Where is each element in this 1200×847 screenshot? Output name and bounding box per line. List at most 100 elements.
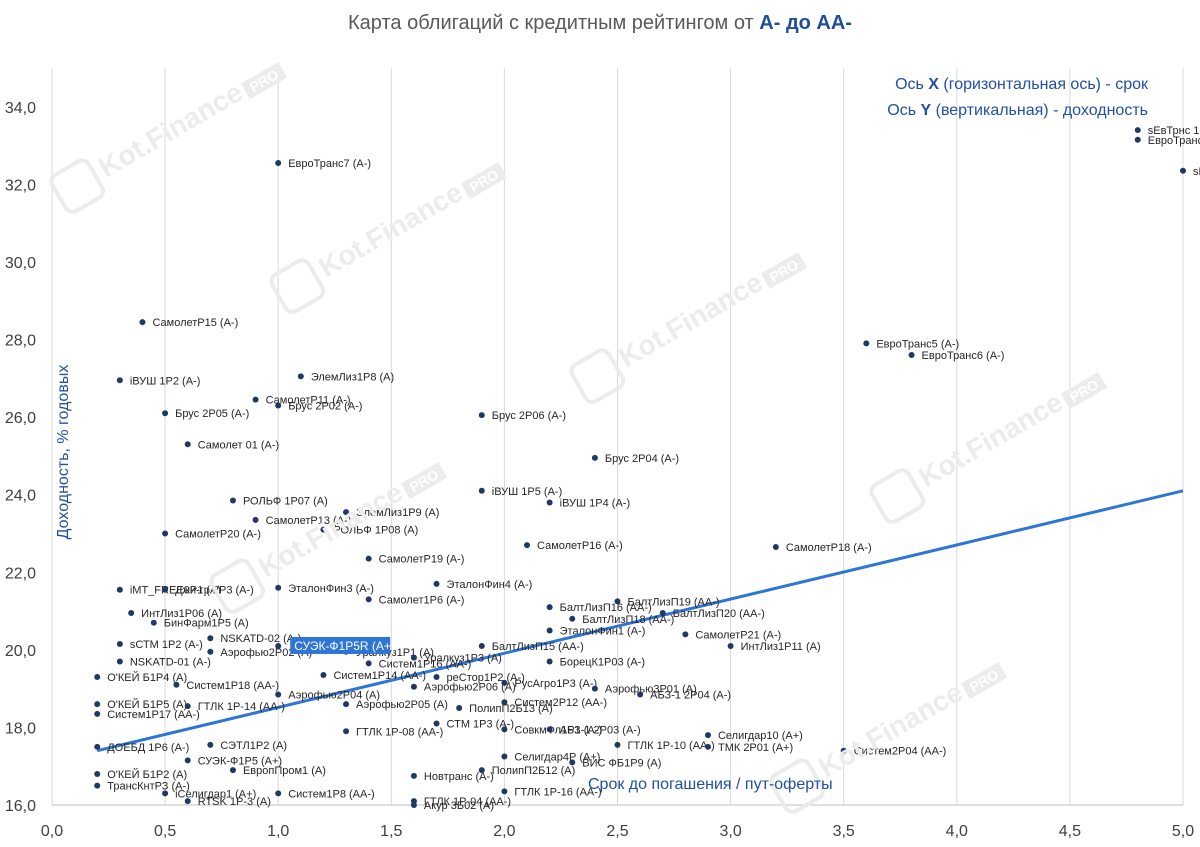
x-tick-label: 3,5 <box>833 823 855 840</box>
data-point: Брус 2Р02 (А-) <box>275 400 362 412</box>
data-point: Самолет 01 (А-) <box>184 439 279 451</box>
data-point-marker <box>116 377 123 384</box>
x-tick-label: 1,0 <box>267 823 289 840</box>
data-point-label: ЭлемЛиз1Р9 (А) <box>356 507 439 519</box>
data-point: Аэрофью3Р01 (А) <box>591 684 697 696</box>
data-point-label: iВУШ 1Р5 (А-) <box>492 486 563 498</box>
data-point-label: ЭталонФин4 (А-) <box>447 579 533 591</box>
data-point-label: СамолетР19 (А-) <box>379 554 465 566</box>
data-point: БорецК1Р03 (А-) <box>546 656 645 668</box>
data-point: ВИС ФБ1Р9 (А) <box>569 757 661 769</box>
data-point-marker <box>229 497 236 504</box>
data-point-marker <box>343 509 350 516</box>
data-point: Селигдар4Р (А+) <box>501 752 600 764</box>
data-point-label: ПолипП2Б13 (А) <box>469 703 553 715</box>
x-tick-label: 1,5 <box>380 823 402 840</box>
data-point: ПолипП2Б13 (А) <box>456 703 553 715</box>
highlight-marker <box>275 642 282 649</box>
x-tick-label: 0,0 <box>41 823 63 840</box>
data-point-label: Аэрофью2Р05 (А) <box>356 699 448 711</box>
data-point: БалтЛизП15 (АА-) <box>478 641 584 653</box>
data-point-marker <box>1180 167 1186 174</box>
y-axis-ticks: 16,0 18,0 20,0 22,0 24,0 26,0 28,0 30,0 32,0 34,0 <box>5 100 36 815</box>
x-tick-label: 4,5 <box>1059 823 1081 840</box>
data-point: ЕвроТранс9 (А-) <box>1134 135 1200 147</box>
y-tick-label: 22,0 <box>5 565 36 582</box>
data-point-marker <box>433 720 440 727</box>
data-point-marker <box>184 757 191 764</box>
data-point-label: RTSK 1Р-3 (А) <box>198 796 271 808</box>
data-point-label: ЭлемЛиз1Р8 (А) <box>311 371 394 383</box>
data-point-marker <box>478 412 485 419</box>
data-point-marker <box>252 396 259 403</box>
data-point-marker <box>275 584 282 591</box>
data-point-marker <box>840 747 847 754</box>
data-point-label: Систем1Р17 (АА-) <box>107 709 200 721</box>
data-point: Джи-гр 2Р3 (А-) <box>162 585 254 597</box>
data-point-marker <box>410 772 417 779</box>
data-point-label: iСелигдар1 (А+) <box>175 788 256 800</box>
data-point-marker <box>275 402 282 409</box>
data-point-label: sЕвТрнс 1 (А-) <box>1148 125 1200 137</box>
data-point-marker <box>365 555 372 562</box>
data-point-marker <box>116 658 123 665</box>
data-point-label: Брус 2Р06 (А-) <box>492 410 566 422</box>
data-point-marker <box>501 699 508 706</box>
data-point-label: АБЗ-1 2Р03 (А-) <box>560 724 641 736</box>
data-point: СУЭК-Ф1Р5 (А+) <box>184 755 282 767</box>
data-point-label: РусАгро1Р3 (А-) <box>514 678 597 690</box>
data-point-label: Новтранс (А-) <box>424 771 494 783</box>
highlight-label: СУЭК-Ф1Р5R (А+) <box>294 639 395 653</box>
data-point-marker <box>94 673 101 680</box>
data-point: ЕвроТранс6 (А-) <box>908 350 1004 362</box>
data-point-label: СамолетР13 (А-) <box>266 515 352 527</box>
data-point-label: Систем1Р14 (АА-) <box>333 670 426 682</box>
data-point-marker <box>501 726 508 733</box>
data-point: sЕвТрнс 1 (А-) <box>1134 125 1200 137</box>
data-point: iСелигдар1 (А+) <box>162 788 256 800</box>
data-point-marker <box>433 580 440 587</box>
y-tick-label: 18,0 <box>5 720 36 737</box>
y-axis-label: Доходность, % годовых <box>55 364 72 540</box>
data-point-marker <box>524 542 531 549</box>
data-point: iВУШ 1Р2 (А-) <box>116 375 200 387</box>
data-point-marker <box>569 615 576 622</box>
data-point: БалтЛизП19 (АА-) <box>614 596 720 608</box>
data-point-marker <box>501 679 508 686</box>
data-point-label: СЭТЛ1Р2 (А) <box>220 740 287 752</box>
data-point-marker <box>343 701 350 708</box>
data-point-marker <box>162 586 169 593</box>
data-point-label: Селигдар10 (А+) <box>718 730 803 742</box>
data-point-label: Акур 3Б02 (А) <box>424 800 494 812</box>
data-point: СТМ 1Р3 (А-) <box>433 719 514 731</box>
data-point-label: Селигдар4Р (А+) <box>514 752 600 764</box>
data-point-label: РОЛЬФ 1Р08 (А) <box>333 525 418 537</box>
data-point-marker <box>546 627 553 634</box>
x-axis-note: Ось X (горизонтальная ось) - срок <box>895 76 1148 94</box>
y-axis-note-text: (вертикальная) - доходность <box>935 102 1148 119</box>
data-point-marker <box>456 705 463 712</box>
data-point: Систем2Р04 (АА-) <box>840 746 946 758</box>
data-point: ТМК 2Р01 (А+) <box>704 742 793 754</box>
data-point-label: АБЗ-1 2Р04 (А-) <box>650 689 731 701</box>
data-point: СамолетР16 (А-) <box>524 540 623 552</box>
highlight-box <box>290 636 391 654</box>
data-point-label: ЭталонФин3 (А-) <box>288 583 374 595</box>
data-point-marker <box>727 642 734 649</box>
data-point-marker <box>546 604 553 611</box>
data-point: ЕвроТранс7 (А-) <box>275 158 371 170</box>
data-point-label: СТМ 1Р3 (А-) <box>447 719 514 731</box>
data-point: ГТЛК 1Р-16 (АА-) <box>501 786 602 798</box>
data-point: Систем1Р16 (АА-) <box>365 658 471 670</box>
data-point-marker <box>116 586 123 593</box>
data-point-marker <box>94 743 101 750</box>
data-point-marker <box>591 454 598 461</box>
data-point-marker <box>410 654 417 661</box>
data-point-label: ДОЕБД 1Р6 (А-) <box>107 742 189 754</box>
x-axis-note-prefix: Ось <box>895 76 924 93</box>
data-point-label: СамолетР21 (А-) <box>695 629 781 641</box>
data-point: РОЛЬФ 1Р07 (А) <box>229 496 328 508</box>
data-point: Селигдар10 (А+) <box>704 730 803 742</box>
data-point: АБЗ-1 2Р03 (А-) <box>546 724 641 736</box>
